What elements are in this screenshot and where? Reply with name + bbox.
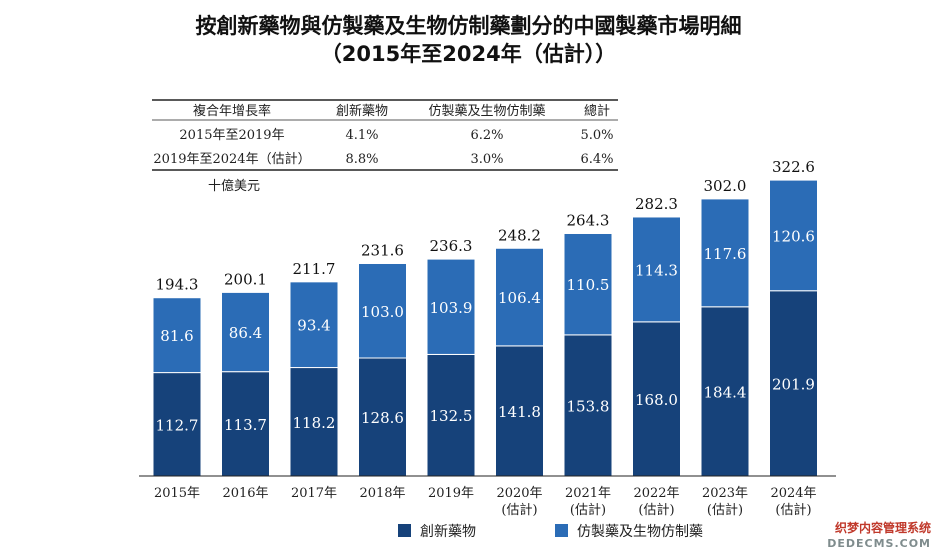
x-tick-label-5: 2020年 [496,486,542,501]
bar-generic-0 [152,297,202,374]
x-tick-sublabel-6: (估計) [570,502,606,518]
cagr-cell-0-1: 4.1% [345,128,378,143]
watermark: 织梦内容管理系统 DEDECMS.COM [827,521,931,551]
bar-value-generic-9: 120.6 [772,227,815,245]
bar-value-innovative-0: 112.7 [156,416,199,434]
cagr-cell-0-2: 6.2% [470,128,503,143]
bar-total-9: 322.6 [772,158,815,176]
cagr-cell-1-3: 6.4% [580,152,613,167]
bar-value-generic-8: 117.6 [704,245,747,263]
bar-innovative-7 [632,321,681,477]
bar-innovative-2 [289,367,339,477]
bar-value-innovative-7: 168.0 [635,391,678,409]
bar-innovative-8 [700,306,750,477]
cagr-header-0: 複合年增長率 [193,103,271,119]
x-tick-label-9: 2024年 [770,486,816,501]
bar-total-8: 302.0 [704,177,747,195]
bar-value-generic-4: 103.9 [430,299,473,317]
bar-value-generic-1: 86.4 [229,324,262,342]
cagr-cell-0-0: 2015年至2019年 [179,128,284,143]
legend-swatch-1 [555,524,568,537]
bar-value-generic-3: 103.0 [361,303,404,321]
bar-value-innovative-5: 141.8 [498,403,541,421]
bar-innovative-3 [358,357,407,477]
bar-total-0: 194.3 [156,276,199,294]
x-tick-label-0: 2015年 [154,486,200,501]
bar-generic-7 [632,216,681,323]
x-tick-label-8: 2023年 [702,486,748,501]
bar-generic-2 [289,281,339,369]
bar-value-innovative-9: 201.9 [772,375,815,393]
bar-innovative-9 [769,290,818,477]
x-tick-sublabel-8: (估計) [707,502,743,518]
bar-innovative-1 [221,371,270,477]
bar-value-generic-5: 106.4 [498,289,541,307]
bar-total-4: 236.3 [430,237,473,255]
x-tick-sublabel-7: (估計) [638,502,674,518]
bar-total-1: 200.1 [224,270,267,288]
bar-value-innovative-2: 118.2 [293,414,336,432]
bar-value-innovative-8: 184.4 [704,383,747,401]
bar-value-innovative-3: 128.6 [361,409,404,427]
bar-innovative-6 [563,334,613,477]
cagr-header-3: 總計 [584,103,610,119]
bar-value-generic-2: 93.4 [297,317,330,335]
x-tick-label-7: 2022年 [633,486,679,501]
legend-swatch-0 [398,524,411,537]
cagr-cell-1-2: 3.0% [470,152,503,167]
bar-innovative-5 [495,345,544,477]
bar-generic-3 [358,262,407,359]
x-tick-sublabel-5: (估計) [501,502,537,518]
x-tick-label-4: 2019年 [428,486,474,501]
cagr-cell-1-1: 8.8% [345,152,378,167]
x-tick-label-6: 2021年 [565,486,611,501]
bar-total-6: 264.3 [567,211,610,229]
bar-generic-5 [495,247,544,347]
bar-value-innovative-6: 153.8 [567,397,610,415]
bar-generic-8 [700,198,750,308]
legend-label-0: 創新藥物 [420,524,476,540]
chart-title: 按創新藥物與仿製藥及生物仿制藥劃分的中國製藥市場明細 [195,14,742,38]
bar-total-2: 211.7 [293,260,336,278]
bar-generic-9 [769,179,818,292]
x-tick-label-2: 2017年 [291,486,337,501]
bar-total-5: 248.2 [498,226,541,244]
bar-innovative-4 [426,353,476,477]
watermark-line2: DEDECMS.COM [827,537,931,550]
bar-value-innovative-4: 132.5 [430,407,473,425]
x-tick-sublabel-9: (估計) [775,502,811,518]
unit-label: 十億美元 [208,178,260,194]
cagr-cell-1-0: 2019年至2024年（估計） [153,151,310,167]
cagr-cell-0-3: 5.0% [580,128,613,143]
cagr-header-1: 創新藥物 [336,103,388,119]
chart-subtitle: （2015年至2024年（估計）） [320,42,617,66]
cagr-header-2: 仿製藥及生物仿制藥 [428,104,545,119]
cagr-table: 複合年增長率 創新藥物 仿製藥及生物仿制藥 總計 2015年至2019年 4.1% 6.2%… [152,99,618,194]
bar-generic-4 [426,258,476,355]
bar-generic-1 [221,291,270,373]
bar-value-generic-7: 114.3 [635,261,678,279]
legend-label-1: 仿製藥及生物仿制藥 [577,524,703,540]
bar-innovative-0 [152,372,202,477]
x-tick-label-1: 2016年 [222,486,268,501]
bar-value-generic-6: 110.5 [567,276,610,294]
bar-total-7: 282.3 [635,195,678,213]
bar-value-innovative-1: 113.7 [224,416,267,434]
bar-total-3: 231.6 [361,241,404,259]
bar-generic-6 [563,232,613,336]
x-tick-label-3: 2018年 [359,486,405,501]
watermark-line1: 织梦内容管理系统 [834,521,931,535]
bar-value-generic-0: 81.6 [160,327,193,345]
